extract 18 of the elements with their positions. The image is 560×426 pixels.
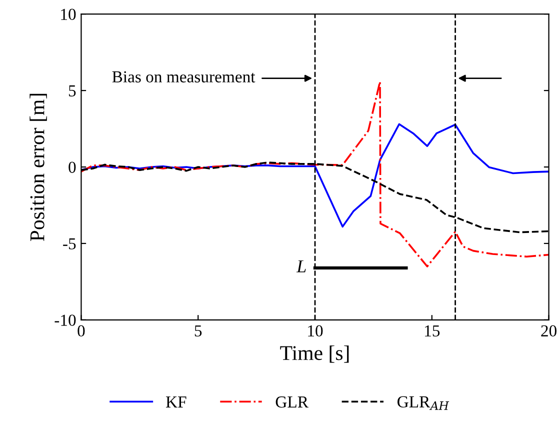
y-tick-label: 10 — [61, 8, 76, 20]
x-tick-label: 20 — [541, 325, 556, 337]
legend-label: KF — [166, 396, 186, 408]
legend-label: GLR$_{AH}$ — [398, 396, 450, 410]
x-tick-label: 15 — [425, 325, 440, 337]
x-axis-title: Time [s] — [280, 345, 349, 363]
annotation: L — [296, 260, 306, 272]
y-axis-title: Position error [m] — [30, 94, 47, 242]
x-tick-label: 5 — [194, 325, 202, 337]
y-tick-label: -5 — [63, 238, 76, 250]
y-tick-label: -10 — [54, 314, 76, 326]
legend-label: GLR — [276, 396, 308, 408]
line-series — [81, 123, 549, 228]
x-tick-label: 0 — [78, 325, 85, 337]
y-tick-label: 5 — [68, 85, 76, 96]
y-tick-label: 0 — [68, 162, 76, 173]
annotation: Bias on measurement — [112, 71, 256, 82]
x-tick-label: 10 — [308, 325, 323, 337]
